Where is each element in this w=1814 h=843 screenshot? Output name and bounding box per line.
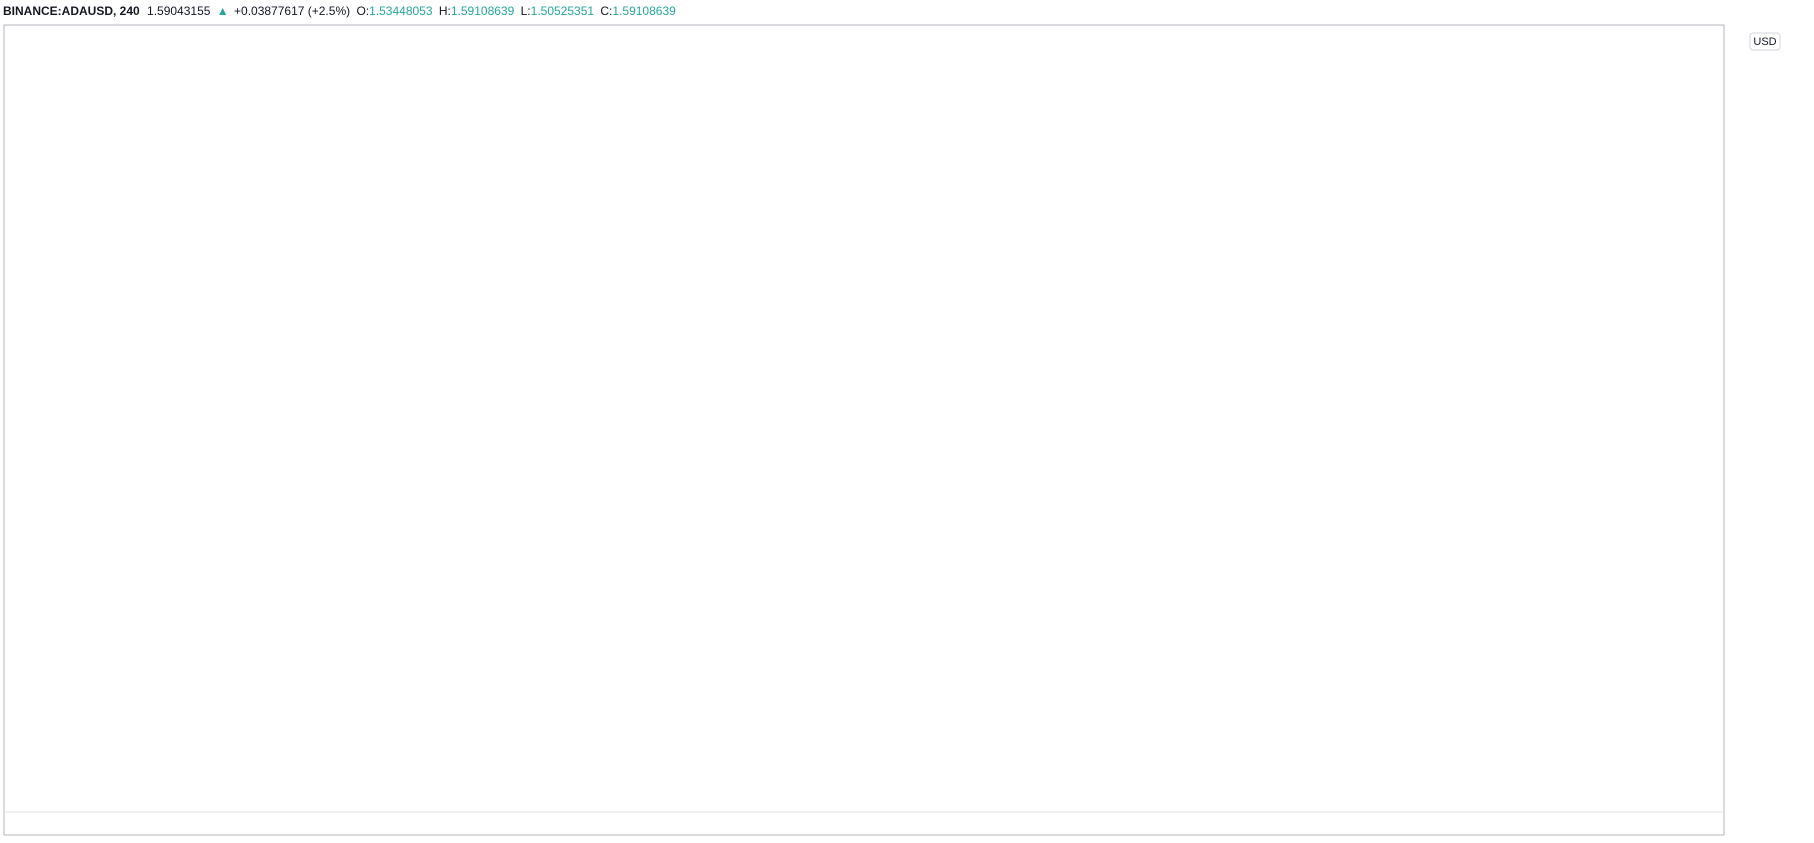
symbol: BINANCE:ADAUSD, 240 — [3, 4, 140, 18]
close-value: 1.59108639 — [612, 4, 676, 18]
currency: USD — [1753, 36, 1776, 48]
high-value: 1.59108639 — [451, 4, 515, 18]
arrow: ▲ — [217, 4, 229, 18]
low-value: 1.50525351 — [531, 4, 595, 18]
currency-box[interactable] — [1749, 32, 1781, 51]
low-label: L: — [521, 4, 531, 18]
open-label: O: — [356, 4, 369, 18]
close-label: C: — [600, 4, 612, 18]
header: BINANCE:ADAUSD, 240 1.59043155 ▲ +0.0387… — [3, 4, 676, 18]
open-value: 1.53448053 — [369, 4, 433, 18]
high-label: H: — [439, 4, 451, 18]
last-price: 1.59043155 — [147, 4, 211, 18]
change: +0.03877617 (+2.5%) — [234, 4, 350, 18]
